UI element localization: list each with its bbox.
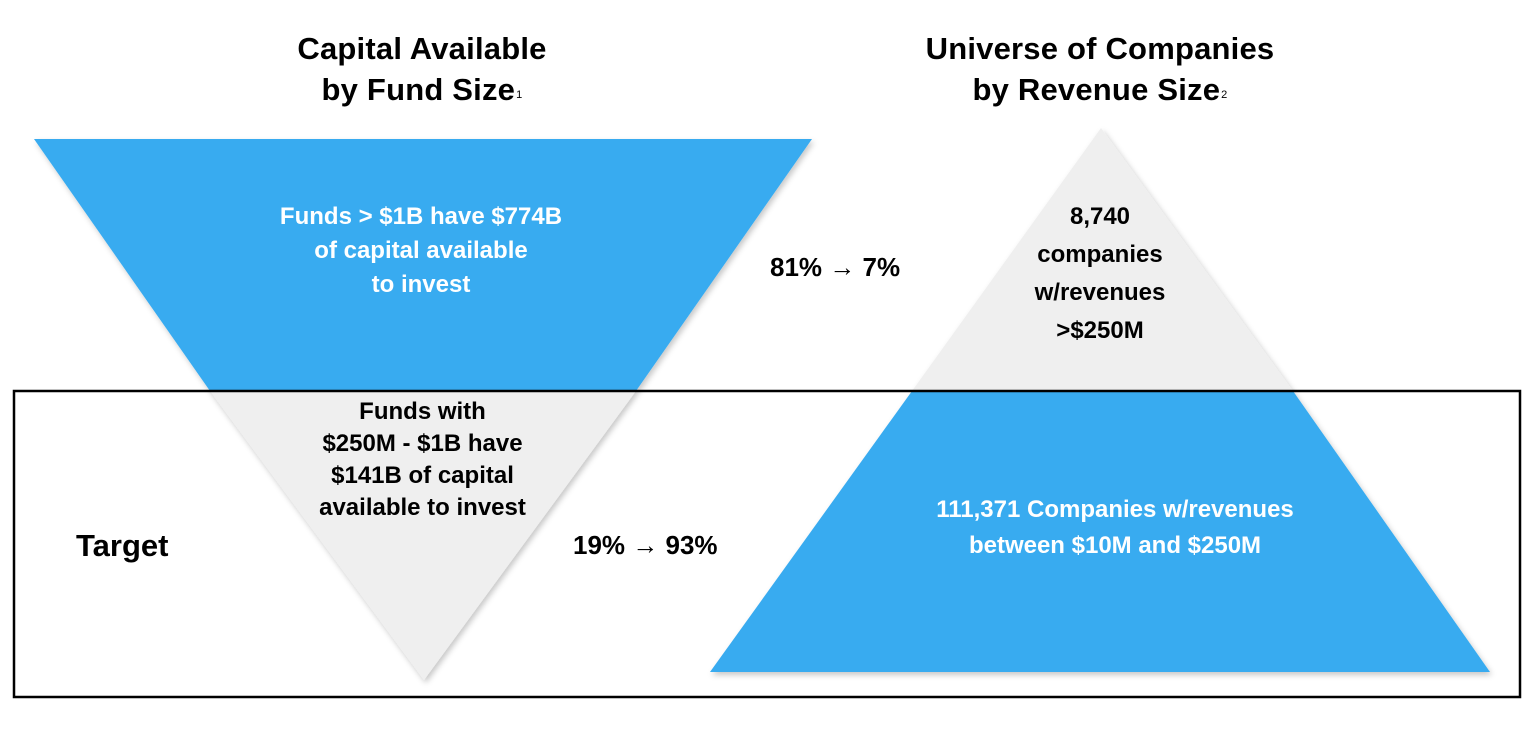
left-title-line1: Capital Available xyxy=(297,31,547,66)
funds-large-label: Funds > $1B have $774B of capital availa… xyxy=(236,200,606,302)
left-footnote-marker: 1 xyxy=(516,89,523,101)
target-label: Target xyxy=(76,528,169,563)
funds-mid-line4: available to invest xyxy=(319,494,526,521)
companies-mid-line1: 111,371 Companies w/revenues xyxy=(936,496,1294,523)
comparison-top: 81% → 7% xyxy=(770,252,901,282)
companies-mid-label: 111,371 Companies w/revenues between $10… xyxy=(820,492,1410,564)
funnel-bottom-segment xyxy=(210,391,636,680)
companies-large-line4: >$250M xyxy=(1056,317,1144,344)
funds-mid-line2: $250M - $1B have xyxy=(322,430,523,457)
right-footnote-marker: 2 xyxy=(1221,89,1228,101)
pyramid-top-segment xyxy=(912,128,1293,391)
funnel-top-segment xyxy=(34,139,812,391)
funds-large-line1: Funds > $1B have $774B xyxy=(279,203,563,230)
right-title-line2-text: by Revenue Size xyxy=(972,72,1221,107)
pyramid-bottom-segment xyxy=(710,391,1490,672)
companies-large-line2: companies xyxy=(1037,241,1163,268)
comparison-bottom: 19% → 93% xyxy=(573,530,718,560)
funds-large-line2: of capital available xyxy=(314,237,528,264)
funds-mid-line3: $141B of capital xyxy=(331,462,514,489)
funds-large-line3: to invest xyxy=(371,271,471,298)
companies-large-line1: 8,740 xyxy=(1069,203,1131,230)
right-panel-title: Universe of Companies by Revenue Size2 xyxy=(890,28,1310,118)
left-panel-title: Capital Available by Fund Size1 xyxy=(222,28,622,118)
right-title-line2: by Revenue Size2 xyxy=(890,69,1310,118)
target-band xyxy=(12,389,1522,699)
funds-mid-label: Funds with $250M - $1B have $141B of cap… xyxy=(290,396,555,524)
companies-large-label: 8,740 companies w/revenues >$250M xyxy=(1000,198,1200,350)
left-title-line2: by Fund Size1 xyxy=(222,69,622,118)
funds-mid-line1: Funds with xyxy=(359,398,486,425)
companies-mid-line2: between $10M and $250M xyxy=(968,532,1262,559)
left-title-line2-text: by Fund Size xyxy=(321,72,516,107)
right-title-line1: Universe of Companies xyxy=(925,31,1275,66)
companies-large-line3: w/revenues xyxy=(1034,279,1166,306)
